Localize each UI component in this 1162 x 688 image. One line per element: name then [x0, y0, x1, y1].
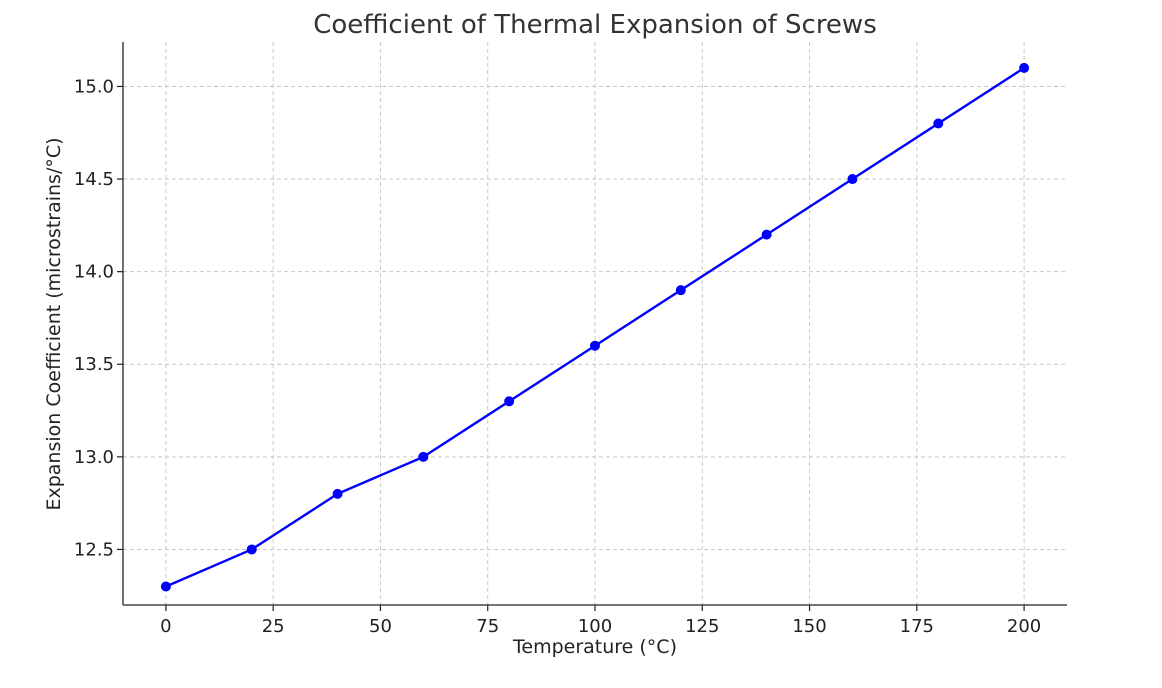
data-point	[504, 396, 515, 407]
data-point	[933, 118, 944, 129]
data-point	[160, 581, 171, 592]
chart-title: Coefficient of Thermal Expansion of Scre…	[313, 10, 877, 40]
y-axis-label: Expansion Coefficient (microstrains/°C)	[43, 137, 65, 510]
x-tick-label: 100	[578, 616, 612, 637]
y-tick-label: 15.0	[74, 76, 114, 97]
data-point	[246, 544, 257, 555]
x-tick-label: 25	[262, 616, 285, 637]
y-tick-label: 12.5	[74, 539, 114, 560]
data-point	[847, 174, 858, 185]
data-point	[1019, 62, 1030, 73]
series-line	[165, 66, 1025, 588]
x-tick-label: 200	[1007, 616, 1041, 637]
y-tick-label: 14.0	[74, 262, 114, 283]
y-tick-label: 13.5	[74, 354, 114, 375]
ticks: 0 25 50 75 100 125 150 175 200 12.5 13.0 13.5 14.0 14…	[74, 76, 1041, 637]
data-point	[675, 285, 686, 296]
y-tick-label: 14.5	[74, 169, 114, 190]
grid	[123, 42, 1067, 605]
data-point	[418, 451, 429, 462]
x-tick-label: 75	[476, 616, 499, 637]
series	[160, 62, 1030, 592]
data-point	[332, 488, 343, 499]
x-tick-label: 50	[369, 616, 392, 637]
data-point	[761, 229, 772, 240]
y-tick-label: 13.0	[74, 447, 114, 468]
x-axis-label: Temperature (°C)	[512, 636, 677, 658]
x-tick-label: 125	[685, 616, 719, 637]
data-point	[590, 340, 600, 351]
x-tick-label: 150	[792, 616, 826, 637]
x-tick-label: 0	[160, 616, 171, 637]
x-tick-label: 175	[900, 616, 934, 637]
